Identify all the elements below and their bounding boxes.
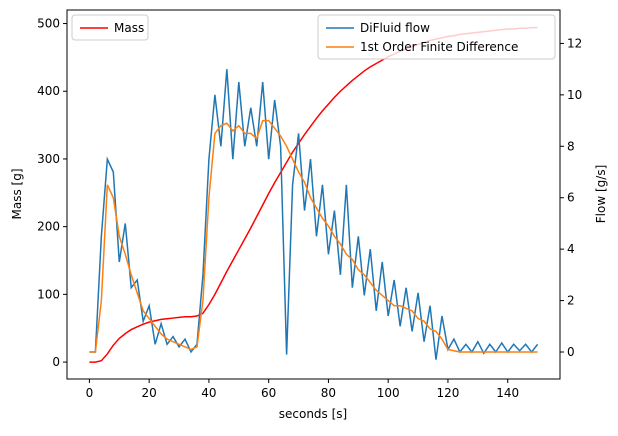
y2-tick-label: 8	[567, 139, 575, 153]
y-tick-label: 300	[37, 152, 60, 166]
y2-tick-label: 0	[567, 345, 575, 359]
data-line	[89, 69, 539, 360]
legend-label: DiFluid flow	[360, 21, 430, 35]
y2-tick-label: 12	[567, 36, 582, 50]
x-axis-label: seconds [s]	[279, 407, 347, 421]
x-tick-label: 80	[321, 386, 336, 400]
x-tick-label: 20	[142, 386, 157, 400]
x-tick-label: 40	[201, 386, 216, 400]
x-tick-label: 0	[86, 386, 94, 400]
y-tick-label: 100	[37, 287, 60, 301]
legend-label: 1st Order Finite Difference	[360, 40, 518, 54]
legend-box	[317, 14, 556, 60]
y2-tick-label: 6	[567, 191, 575, 205]
y-axis-label: Mass [g]	[10, 168, 24, 219]
y2-axis-label: Flow [g/s]	[594, 165, 608, 223]
legend: DiFluid flow 1st Order Finite Difference	[317, 14, 556, 60]
y-tick-label: 400	[37, 84, 60, 98]
x-tick-label: 140	[496, 386, 519, 400]
plot-frame	[66, 9, 561, 380]
data-line	[89, 119, 538, 353]
legend: Mass	[71, 14, 149, 41]
legend-label: Mass	[114, 21, 144, 35]
legend-box	[71, 14, 149, 41]
y2-tick-label: 2	[567, 294, 575, 308]
y2-tick-label: 10	[567, 88, 582, 102]
x-tick-label: 120	[437, 386, 460, 400]
y-tick-label: 0	[52, 355, 60, 369]
x-tick-label: 100	[377, 386, 400, 400]
x-tick-label: 60	[261, 386, 276, 400]
y-tick-label: 200	[37, 220, 60, 234]
y-tick-label: 500	[37, 17, 60, 31]
y2-tick-label: 4	[567, 242, 575, 256]
